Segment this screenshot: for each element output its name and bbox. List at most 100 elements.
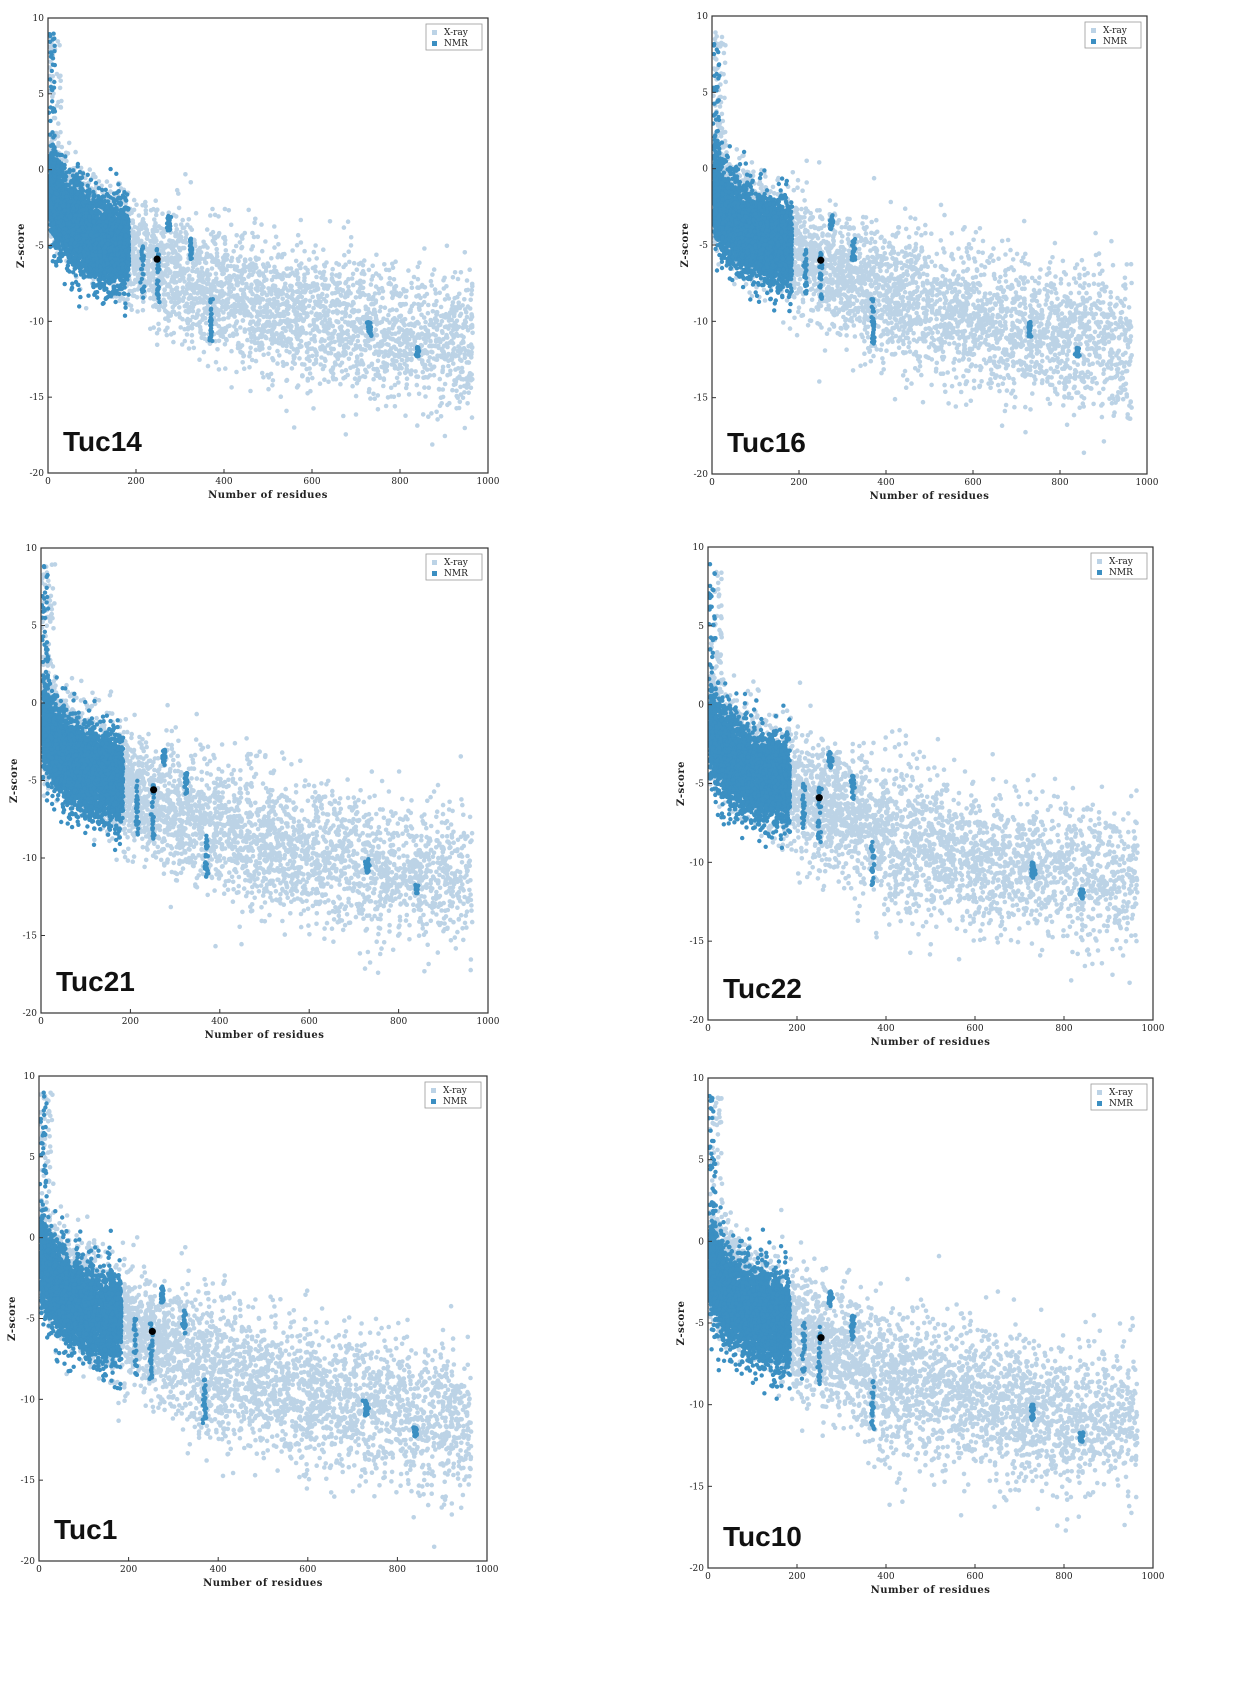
xray-point — [255, 320, 260, 326]
xray-point — [190, 277, 195, 282]
xray-point — [160, 211, 165, 216]
xray-point — [381, 376, 387, 381]
xray-point — [470, 376, 475, 382]
xray-point — [185, 266, 191, 272]
xray-point — [462, 383, 467, 389]
xray-point — [171, 339, 176, 345]
xray-point — [148, 208, 154, 213]
xray-point — [283, 285, 288, 291]
xray-point — [285, 266, 291, 271]
xray-point — [319, 320, 325, 326]
panel-tuc14: 0 200 400 600 800 1000 10 5 0 -5 -10 -15 -20 Number o… — [10, 10, 508, 505]
xray-point — [143, 222, 149, 228]
xray-point — [469, 324, 475, 330]
xray-point — [144, 258, 150, 264]
xray-point — [171, 330, 177, 336]
xray-point — [251, 269, 256, 275]
xray-point — [300, 373, 305, 379]
xray-point — [134, 202, 139, 207]
xray-point — [203, 294, 209, 300]
xray-point — [129, 307, 134, 313]
xray-point — [234, 274, 240, 279]
xray-point — [442, 324, 448, 330]
xray-point — [273, 234, 279, 240]
xray-point — [342, 374, 348, 380]
xray-point — [408, 307, 413, 312]
xray-point — [345, 302, 351, 307]
xray-point — [465, 401, 470, 406]
xray-point — [284, 408, 289, 414]
xray-point — [295, 326, 300, 332]
xray-point — [325, 343, 330, 348]
xray-point — [454, 318, 460, 324]
xray-point — [173, 222, 179, 228]
xray-point — [166, 210, 172, 215]
xray-point — [411, 274, 417, 280]
xray-point — [52, 115, 58, 121]
xray-point — [180, 239, 186, 245]
xray-point — [315, 299, 321, 305]
xray-point — [177, 315, 183, 320]
xray-point — [235, 282, 240, 288]
xray-point — [322, 317, 328, 323]
xray-point — [281, 271, 286, 276]
xray-point — [143, 208, 149, 213]
xray-point — [183, 235, 189, 240]
xray-point — [444, 284, 449, 289]
xray-point — [146, 287, 152, 293]
xray-point — [324, 260, 329, 265]
xray-point — [280, 359, 286, 365]
xray-point — [258, 309, 264, 315]
xray-point — [378, 343, 384, 349]
xray-point — [386, 267, 392, 273]
xray-point — [249, 282, 254, 288]
xray-point — [279, 288, 285, 294]
xray-point — [186, 217, 192, 222]
xray-point — [186, 346, 192, 351]
xray-point — [177, 247, 183, 253]
xray-point — [164, 332, 170, 338]
xray-point — [201, 331, 207, 337]
xray-point — [265, 319, 270, 325]
xray-point — [444, 243, 450, 249]
xray-point — [220, 334, 226, 340]
xray-point — [469, 349, 474, 355]
xray-point — [193, 210, 199, 216]
xray-point — [209, 266, 215, 271]
xray-point — [140, 307, 146, 313]
xray-point — [241, 262, 247, 268]
xray-point — [422, 385, 427, 390]
xray-point — [290, 270, 296, 276]
xray-point — [354, 267, 360, 273]
xray-point — [455, 276, 461, 282]
xray-point — [438, 339, 443, 345]
xray-point — [164, 256, 170, 261]
xray-point — [55, 134, 61, 139]
xray-point — [445, 402, 450, 408]
xray-point — [132, 277, 138, 283]
xray-point — [341, 349, 347, 355]
xray-point — [263, 334, 268, 340]
xray-point — [330, 291, 335, 296]
xray-point — [409, 280, 414, 286]
xray-point — [131, 268, 137, 274]
xray-point — [394, 318, 400, 323]
xray-point — [364, 369, 369, 375]
xray-point — [152, 228, 157, 233]
xray-point — [166, 318, 171, 323]
xray-point — [234, 303, 239, 309]
xray-point — [87, 167, 93, 172]
xray-point — [169, 299, 174, 305]
xray-point — [216, 317, 222, 322]
xray-point — [360, 314, 366, 320]
data-points — [48, 31, 475, 447]
xray-point — [284, 378, 289, 384]
xray-point — [104, 179, 110, 184]
xray-point — [401, 332, 406, 338]
xray-point — [337, 325, 343, 330]
xray-point — [204, 271, 210, 276]
xray-point — [350, 383, 355, 389]
xray-point — [322, 324, 328, 330]
xray-point — [187, 273, 192, 279]
